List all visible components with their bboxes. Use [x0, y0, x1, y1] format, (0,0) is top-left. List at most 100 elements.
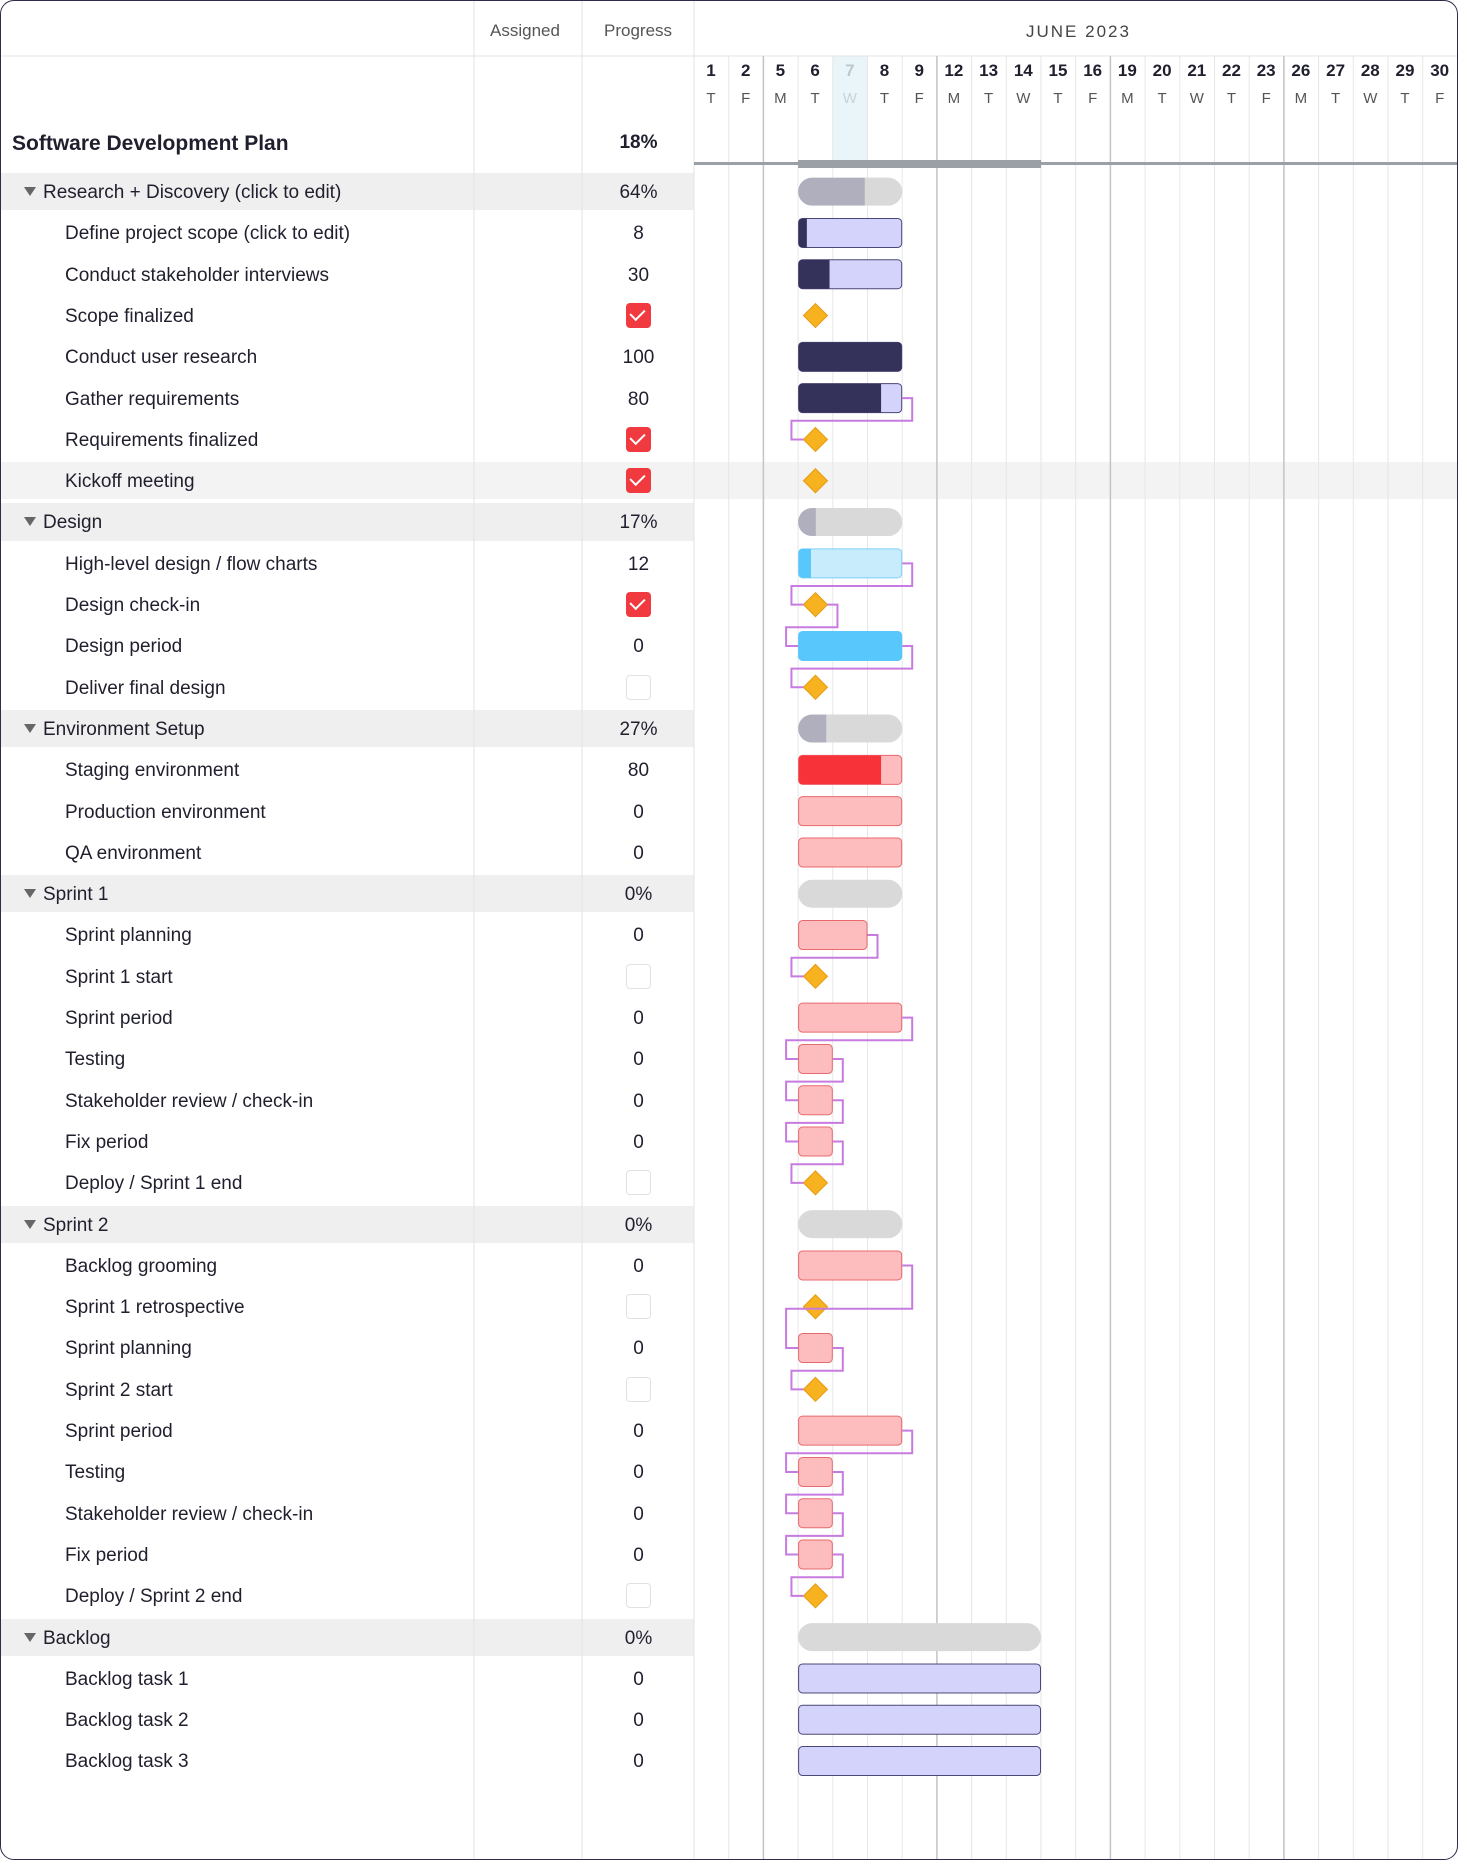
task-label[interactable]: Stakeholder review / check-in: [65, 1503, 314, 1525]
today-column-highlight: [832, 56, 868, 162]
task-label[interactable]: Backlog task 2: [65, 1710, 189, 1732]
task-label[interactable]: Sprint period: [65, 1008, 173, 1029]
task-label[interactable]: Backlog task 3: [65, 1751, 189, 1773]
collapse-triangle-icon[interactable]: [24, 1632, 36, 1642]
task-label[interactable]: Fix period: [65, 1131, 149, 1153]
group-label[interactable]: Research + Discovery (click to edit): [43, 182, 342, 203]
milestone-label[interactable]: Requirements finalized: [65, 429, 259, 451]
milestone-checkbox[interactable]: [626, 592, 651, 617]
group-progress: 0%: [624, 1627, 653, 1649]
milestone-label[interactable]: Scope finalized: [65, 305, 194, 327]
milestone-checkbox[interactable]: [626, 468, 651, 494]
task-progress: 30: [627, 264, 650, 286]
collapse-triangle-icon[interactable]: [24, 1219, 36, 1229]
task-label[interactable]: Staging environment: [65, 760, 240, 782]
milestone-label[interactable]: Deploy / Sprint 1 end: [65, 1173, 243, 1195]
collapse-triangle-icon[interactable]: [24, 723, 36, 733]
milestone-diamond: [802, 468, 829, 494]
task-label[interactable]: Sprint period: [65, 1421, 173, 1442]
task-bar: [798, 1043, 833, 1074]
weekday-label: W: [1016, 90, 1031, 107]
group-label[interactable]: Sprint 2: [43, 1214, 109, 1236]
weekday-label: M: [1294, 90, 1308, 107]
progress-column-header[interactable]: Progress: [604, 21, 673, 40]
day-number-label: 22: [1222, 61, 1241, 80]
dependency-connector: [785, 1099, 844, 1143]
task-label[interactable]: Define project scope (click to edit): [65, 223, 351, 245]
milestone-label[interactable]: Sprint 1 start: [65, 966, 173, 988]
milestone-label[interactable]: Kickoff meeting: [65, 471, 195, 493]
day-number-label: 6: [810, 61, 820, 80]
weekday-label: F: [741, 90, 751, 107]
task-label[interactable]: Sprint planning: [65, 925, 192, 947]
task-progress: 0: [633, 1503, 644, 1525]
milestone-checkbox[interactable]: [626, 426, 651, 452]
milestone-checkbox[interactable]: [626, 1376, 651, 1402]
task-progress: 0: [633, 1668, 644, 1690]
weekday-label: F: [1088, 90, 1098, 107]
milestone-checkbox[interactable]: [626, 302, 651, 328]
milestone-checkbox[interactable]: [626, 674, 651, 700]
task-progress: 0: [633, 1008, 644, 1029]
group-label[interactable]: Design: [43, 512, 103, 534]
weekday-label: T: [879, 90, 890, 107]
task-label[interactable]: Backlog task 1: [65, 1668, 189, 1690]
task-bar-progress: [798, 548, 811, 578]
day-number-label: 15: [1048, 61, 1068, 80]
assigned-column-header[interactable]: Assigned: [490, 21, 560, 40]
task-label[interactable]: Production environment: [65, 801, 266, 823]
group-progress: 64%: [619, 182, 658, 203]
task-bar: [798, 548, 903, 579]
task-label[interactable]: Fix period: [65, 1544, 149, 1566]
collapse-triangle-icon[interactable]: [24, 517, 36, 527]
collapse-triangle-icon[interactable]: [24, 889, 36, 899]
task-label[interactable]: Testing: [65, 1049, 126, 1071]
dependency-connector: [785, 603, 839, 647]
milestone-diamond: [802, 426, 829, 453]
task-progress: 80: [627, 388, 650, 410]
task-label[interactable]: Testing: [65, 1462, 126, 1484]
project-title[interactable]: Software Development Plan: [12, 132, 289, 155]
day-number-label: 5: [775, 61, 786, 80]
collapse-triangle-icon[interactable]: [24, 187, 36, 196]
task-bar-progress: [798, 755, 882, 785]
task-label[interactable]: QA environment: [65, 842, 202, 864]
task-bar-progress: [798, 342, 902, 372]
milestone-checkbox[interactable]: [626, 1170, 651, 1196]
weekday-label: W: [1189, 90, 1204, 107]
group-label[interactable]: Backlog: [43, 1627, 111, 1649]
task-bar: [798, 796, 903, 827]
milestone-checkbox[interactable]: [626, 1583, 651, 1609]
milestone-diamond: [802, 302, 829, 329]
task-label[interactable]: Conduct stakeholder interviews: [65, 264, 330, 286]
task-progress: 0: [633, 1462, 644, 1484]
milestone-label[interactable]: Deliver final design: [65, 677, 226, 699]
task-label[interactable]: Design period: [65, 636, 183, 658]
task-bar: [798, 1663, 1041, 1694]
milestone-checkbox[interactable]: [626, 963, 651, 989]
task-label[interactable]: High-level design / flow charts: [65, 553, 318, 575]
task-bar: [798, 837, 903, 868]
task-label[interactable]: Conduct user research: [65, 347, 258, 369]
milestone-label[interactable]: Sprint 2 start: [65, 1379, 173, 1401]
task-label[interactable]: Stakeholder review / check-in: [65, 1090, 314, 1112]
milestone-diamond: [802, 674, 829, 700]
group-bar: [798, 508, 903, 537]
group-label[interactable]: Sprint 1: [43, 884, 109, 906]
milestone-checkbox[interactable]: [626, 1294, 651, 1320]
task-label[interactable]: Backlog grooming: [65, 1255, 218, 1277]
task-progress: 100: [622, 347, 655, 369]
group-label[interactable]: Environment Setup: [43, 718, 205, 740]
dependency-connector: [790, 397, 914, 441]
milestone-label[interactable]: Design check-in: [65, 595, 201, 616]
task-progress: 0: [633, 842, 644, 864]
milestone-label[interactable]: Deploy / Sprint 2 end: [65, 1586, 243, 1608]
milestone-diamond: [802, 1170, 829, 1196]
task-progress: 0: [633, 1710, 644, 1732]
task-progress: 12: [627, 553, 650, 575]
dependency-connector: [785, 1016, 914, 1060]
milestone-label[interactable]: Sprint 1 retrospective: [65, 1297, 245, 1319]
task-label[interactable]: Gather requirements: [65, 388, 240, 410]
group-row-background: [1, 173, 694, 211]
task-label[interactable]: Sprint planning: [65, 1338, 192, 1360]
